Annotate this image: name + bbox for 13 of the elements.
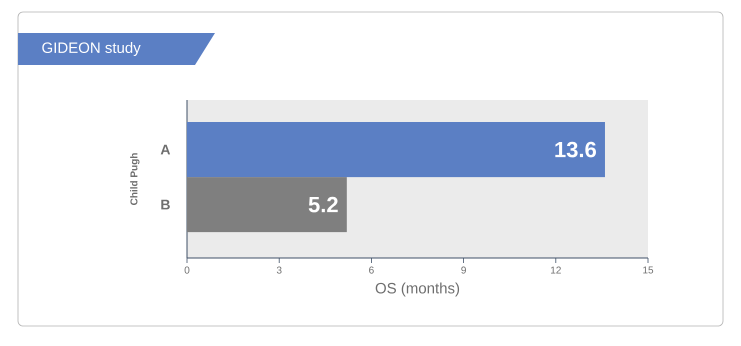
x-tick-label: 0: [184, 266, 190, 274]
x-tick-label: 3: [276, 266, 282, 274]
y-axis-title: Child Pugh: [130, 153, 140, 205]
y-tick-label: B: [161, 200, 170, 210]
y-tick-label: A: [160, 144, 170, 154]
x-tick-label: 15: [643, 266, 654, 274]
x-tick-label: 12: [551, 266, 561, 274]
data-label: 5.2: [308, 196, 338, 212]
chart-title: GIDEON study: [42, 42, 141, 56]
x-tick-label: 9: [461, 266, 466, 274]
data-label: 13.6: [555, 142, 596, 158]
x-tick-label: 6: [369, 266, 374, 274]
x-axis-title: OS (months): [376, 282, 460, 296]
